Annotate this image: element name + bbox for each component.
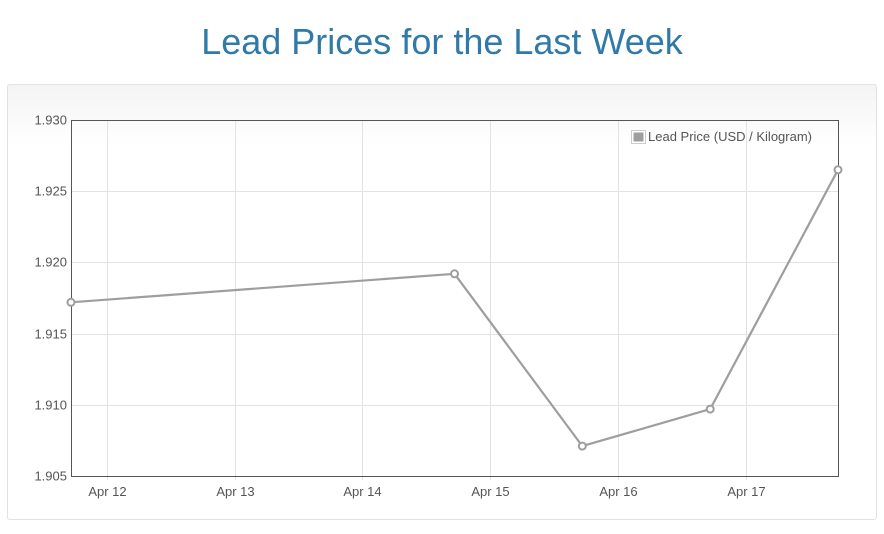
grid-lines (71, 120, 838, 480)
data-point (705, 404, 715, 414)
plot-area-border (71, 120, 839, 477)
x-tick-label: Apr 13 (216, 484, 254, 499)
x-tick-label: Apr 15 (471, 484, 509, 499)
data-point (450, 269, 459, 279)
y-tick-label: 1.930 (34, 113, 67, 128)
series-line (70, 169, 839, 448)
data-point (833, 165, 843, 175)
legend-swatch-fill (633, 132, 644, 142)
x-tick-label: Apr 16 (599, 484, 637, 499)
x-axis-ticks: Apr 12 Apr 13 Apr 14 Apr 15 Apr 16 Apr 17 (88, 484, 765, 499)
y-tick-label: 1.925 (34, 184, 67, 199)
y-tick-label: 1.920 (34, 255, 67, 270)
x-tick-label: Apr 12 (88, 484, 126, 499)
data-point (577, 441, 587, 451)
data-point (66, 297, 76, 307)
y-tick-label: 1.915 (34, 327, 67, 342)
y-axis-ticks: 1.905 1.910 1.915 1.920 1.925 1.930 (34, 113, 67, 484)
legend: Lead Price (USD / Kilogram) (631, 129, 812, 144)
legend-label: Lead Price (USD / Kilogram) (648, 129, 812, 144)
y-tick-label: 1.910 (34, 398, 67, 413)
series-lead-price (66, 165, 843, 451)
y-tick-label: 1.905 (34, 469, 67, 484)
x-tick-label: Apr 17 (727, 484, 765, 499)
x-tick-label: Apr 14 (343, 484, 381, 499)
chart-panel: 1.905 1.910 1.915 1.920 1.925 1.930 Apr 12 Apr… (7, 84, 877, 520)
page-title: Lead Prices for the Last Week (201, 21, 683, 62)
